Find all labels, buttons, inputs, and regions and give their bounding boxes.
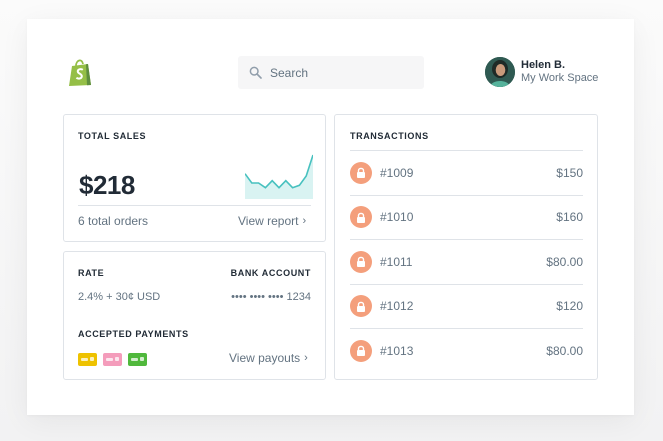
divider bbox=[78, 205, 311, 206]
view-payouts-link[interactable]: View payouts › bbox=[229, 351, 308, 365]
card-icon bbox=[103, 353, 122, 366]
transaction-id: #1011 bbox=[380, 254, 413, 269]
transaction-row[interactable]: #1012 $120 bbox=[350, 283, 583, 329]
search-input[interactable]: Search bbox=[238, 56, 424, 89]
transaction-row[interactable]: #1013 $80.00 bbox=[350, 328, 583, 373]
transactions-list: #1009 $150 #1010 $160 #1011 $80.00 #1012 $120 #1… bbox=[350, 150, 583, 373]
user-menu[interactable]: Helen B. My Work Space bbox=[485, 57, 598, 87]
workspace-name: My Work Space bbox=[521, 72, 599, 84]
view-report-link[interactable]: View report › bbox=[238, 214, 306, 228]
transactions-card: TRANSACTIONS #1009 $150 #1010 $160 #1011 $80.… bbox=[334, 114, 598, 380]
sales-sparkline bbox=[245, 154, 313, 199]
transaction-id: #1012 bbox=[380, 299, 414, 314]
search-icon bbox=[249, 66, 262, 79]
bank-account-value: •••• •••• •••• 1234 bbox=[231, 291, 311, 303]
bank-account-heading: BANK ACCOUNT bbox=[230, 268, 311, 278]
chevron-right-icon: › bbox=[304, 352, 308, 364]
lock-icon bbox=[350, 295, 372, 318]
total-sales-card: TOTAL SALES $218 6 total orders View rep… bbox=[63, 114, 326, 242]
transactions-heading: TRANSACTIONS bbox=[350, 131, 429, 141]
total-orders: 6 total orders bbox=[78, 214, 149, 228]
lock-icon bbox=[350, 339, 372, 362]
payment-methods bbox=[78, 353, 153, 366]
payments-card: RATE BANK ACCOUNT 2.4% + 30¢ USD •••• ••… bbox=[63, 251, 326, 380]
transaction-amount: $80.00 bbox=[546, 343, 583, 358]
sparkline-area bbox=[245, 155, 313, 199]
card-icon bbox=[78, 353, 97, 366]
rate-value: 2.4% + 30¢ USD bbox=[78, 291, 161, 303]
user-name: Helen B. bbox=[521, 59, 566, 71]
view-report-label: View report bbox=[238, 214, 299, 228]
sales-amount: $218 bbox=[79, 170, 135, 200]
chevron-right-icon: › bbox=[302, 215, 307, 227]
lock-icon bbox=[350, 161, 372, 184]
search-placeholder: Search bbox=[270, 65, 309, 80]
transaction-amount: $120 bbox=[556, 299, 583, 314]
rate-heading: RATE bbox=[78, 268, 105, 278]
avatar bbox=[485, 57, 515, 87]
transaction-amount: $150 bbox=[556, 165, 583, 180]
transaction-id: #1009 bbox=[380, 165, 414, 180]
transaction-row[interactable]: #1009 $150 bbox=[350, 150, 583, 195]
card-icon bbox=[128, 353, 147, 366]
accepted-payments-heading: ACCEPTED PAYMENTS bbox=[78, 329, 189, 339]
lock-icon bbox=[350, 250, 372, 273]
view-payouts-label: View payouts bbox=[229, 351, 301, 365]
transaction-row[interactable]: #1010 $160 bbox=[350, 194, 583, 240]
transaction-id: #1010 bbox=[380, 210, 414, 225]
transaction-row[interactable]: #1011 $80.00 bbox=[350, 239, 583, 284]
transaction-amount: $80.00 bbox=[546, 254, 583, 269]
sparkline-line bbox=[245, 154, 313, 189]
transaction-amount: $160 bbox=[556, 210, 583, 225]
lock-icon bbox=[350, 206, 372, 229]
dashboard-panel: Search Helen B. My Work Space TOTAL SALE… bbox=[27, 19, 634, 415]
transaction-id: #1013 bbox=[380, 343, 414, 358]
shopify-logo[interactable] bbox=[66, 57, 94, 87]
total-sales-heading: TOTAL SALES bbox=[78, 131, 147, 141]
